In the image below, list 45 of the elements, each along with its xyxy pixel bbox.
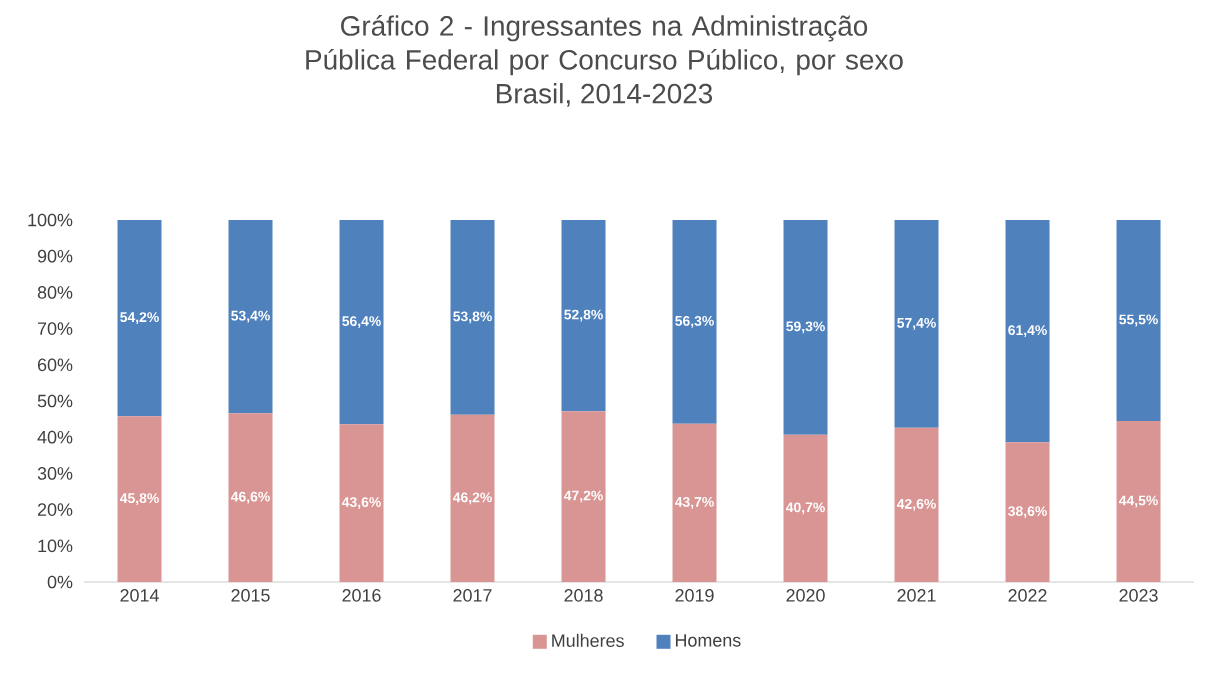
bar — [228, 219, 273, 414]
x-tick-label: 2017 — [453, 589, 492, 602]
bar — [561, 219, 606, 412]
y-tick-label: 100% — [28, 213, 73, 227]
x-tick-label: 2020 — [786, 589, 825, 602]
y-tick-label: 50% — [37, 394, 73, 408]
bar — [561, 411, 606, 582]
chart-title: Gráfico 2 - Ingressantes na Administração Pública Federal por Concurso Público, por sexo — [306, 15, 903, 76]
bar — [450, 414, 495, 582]
y-tick-label: 30% — [37, 467, 73, 480]
y-tick-label: 10% — [38, 539, 73, 553]
bar — [228, 413, 273, 582]
y-tick-label: 40% — [37, 430, 73, 444]
bar — [450, 219, 495, 415]
y-tick-label: 0% — [47, 575, 73, 589]
legend-label: Mulheres — [552, 633, 624, 647]
x-tick-label: 2023 — [1119, 589, 1158, 602]
bar — [1005, 442, 1050, 582]
bar — [1005, 219, 1050, 443]
x-tick-label: 2016 — [342, 589, 381, 602]
bar — [117, 416, 162, 582]
x-tick-label: 2021 — [897, 589, 936, 602]
x-tick-label: 2015 — [231, 589, 270, 602]
x-tick-label: 2014 — [120, 589, 159, 602]
x-tick-label: 2018 — [564, 589, 603, 602]
bar — [339, 219, 384, 425]
bar — [339, 424, 384, 582]
bar — [894, 219, 939, 428]
y-tick-label: 60% — [37, 358, 73, 372]
bar — [672, 219, 717, 424]
y-tick-label: 20% — [37, 503, 73, 516]
x-tick-label: 2022 — [1008, 589, 1047, 602]
bar — [672, 423, 717, 582]
chart-subtitle: Brasil, 2014-2023 — [496, 83, 713, 107]
legend-label: Homens — [675, 634, 741, 647]
bar — [783, 219, 828, 435]
bar — [117, 219, 162, 417]
y-tick-label: 90% — [37, 249, 73, 263]
bar — [1116, 219, 1161, 421]
bar — [783, 434, 828, 582]
y-tick-label: 70% — [37, 322, 73, 335]
y-tick-label: 80% — [37, 286, 73, 299]
bar — [1116, 420, 1161, 582]
bar — [894, 427, 939, 582]
x-tick-label: 2019 — [675, 589, 714, 602]
